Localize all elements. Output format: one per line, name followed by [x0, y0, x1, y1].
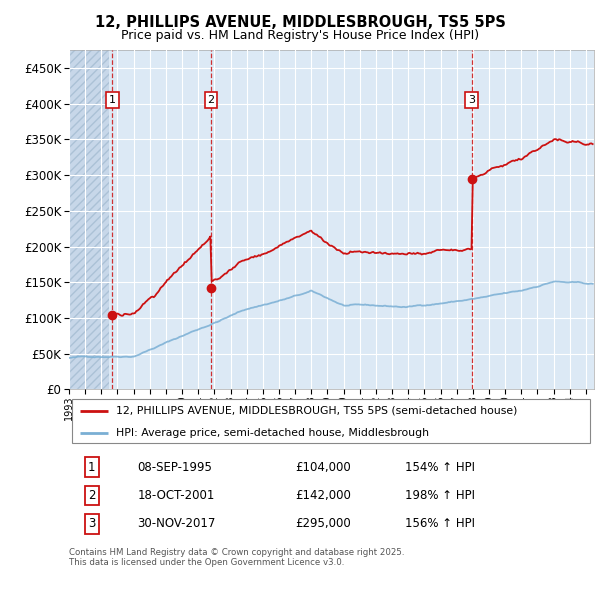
Text: 198% ↑ HPI: 198% ↑ HPI: [405, 489, 475, 502]
Text: 30-NOV-2017: 30-NOV-2017: [137, 517, 215, 530]
Text: 18-OCT-2001: 18-OCT-2001: [137, 489, 215, 502]
Text: HPI: Average price, semi-detached house, Middlesbrough: HPI: Average price, semi-detached house,…: [116, 428, 429, 438]
Text: £295,000: £295,000: [295, 517, 350, 530]
Text: £142,000: £142,000: [295, 489, 350, 502]
Text: £104,000: £104,000: [295, 461, 350, 474]
Text: 156% ↑ HPI: 156% ↑ HPI: [405, 517, 475, 530]
Text: Price paid vs. HM Land Registry's House Price Index (HPI): Price paid vs. HM Land Registry's House …: [121, 30, 479, 42]
Text: 3: 3: [88, 517, 95, 530]
Text: Contains HM Land Registry data © Crown copyright and database right 2025.
This d: Contains HM Land Registry data © Crown c…: [69, 548, 404, 567]
Text: 12, PHILLIPS AVENUE, MIDDLESBROUGH, TS5 5PS (semi-detached house): 12, PHILLIPS AVENUE, MIDDLESBROUGH, TS5 …: [116, 405, 518, 415]
Text: 2: 2: [88, 489, 95, 502]
Text: 08-SEP-1995: 08-SEP-1995: [137, 461, 212, 474]
Bar: [69, 50, 109, 389]
Text: 1: 1: [109, 95, 116, 105]
Text: 1: 1: [88, 461, 95, 474]
Text: 2: 2: [208, 95, 215, 105]
Text: 12, PHILLIPS AVENUE, MIDDLESBROUGH, TS5 5PS: 12, PHILLIPS AVENUE, MIDDLESBROUGH, TS5 …: [95, 15, 505, 30]
Text: 3: 3: [468, 95, 475, 105]
Text: 154% ↑ HPI: 154% ↑ HPI: [405, 461, 475, 474]
FancyBboxPatch shape: [71, 399, 590, 443]
